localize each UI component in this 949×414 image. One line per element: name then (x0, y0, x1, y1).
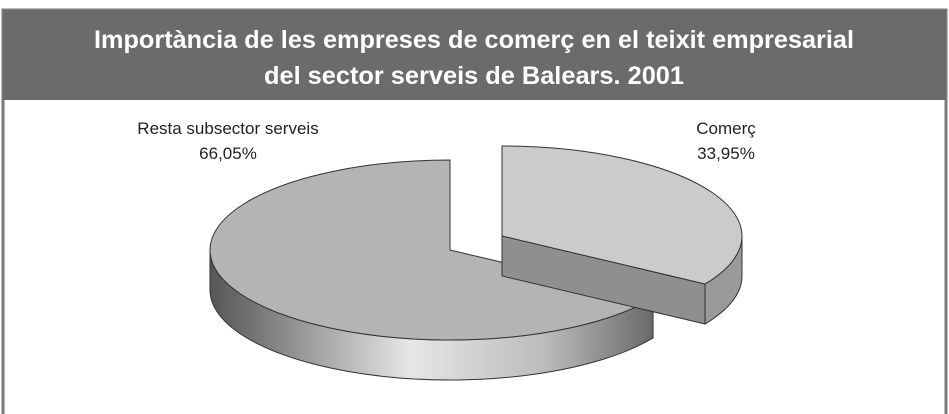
slice-label: Resta subsector serveis (137, 119, 318, 138)
value-label: 66,05% (199, 144, 257, 163)
slice (501, 145, 743, 325)
slice-top (501, 145, 743, 285)
slice (209, 159, 655, 381)
header (3, 10, 946, 100)
chart-title: Importància de les empreses de comerç en… (94, 26, 854, 54)
chart-title: del sector serveis de Balears. 2001 (264, 62, 684, 90)
slice-label: Comerç (696, 119, 756, 138)
slice-top (209, 159, 655, 341)
value-label: 33,95% (697, 144, 755, 163)
